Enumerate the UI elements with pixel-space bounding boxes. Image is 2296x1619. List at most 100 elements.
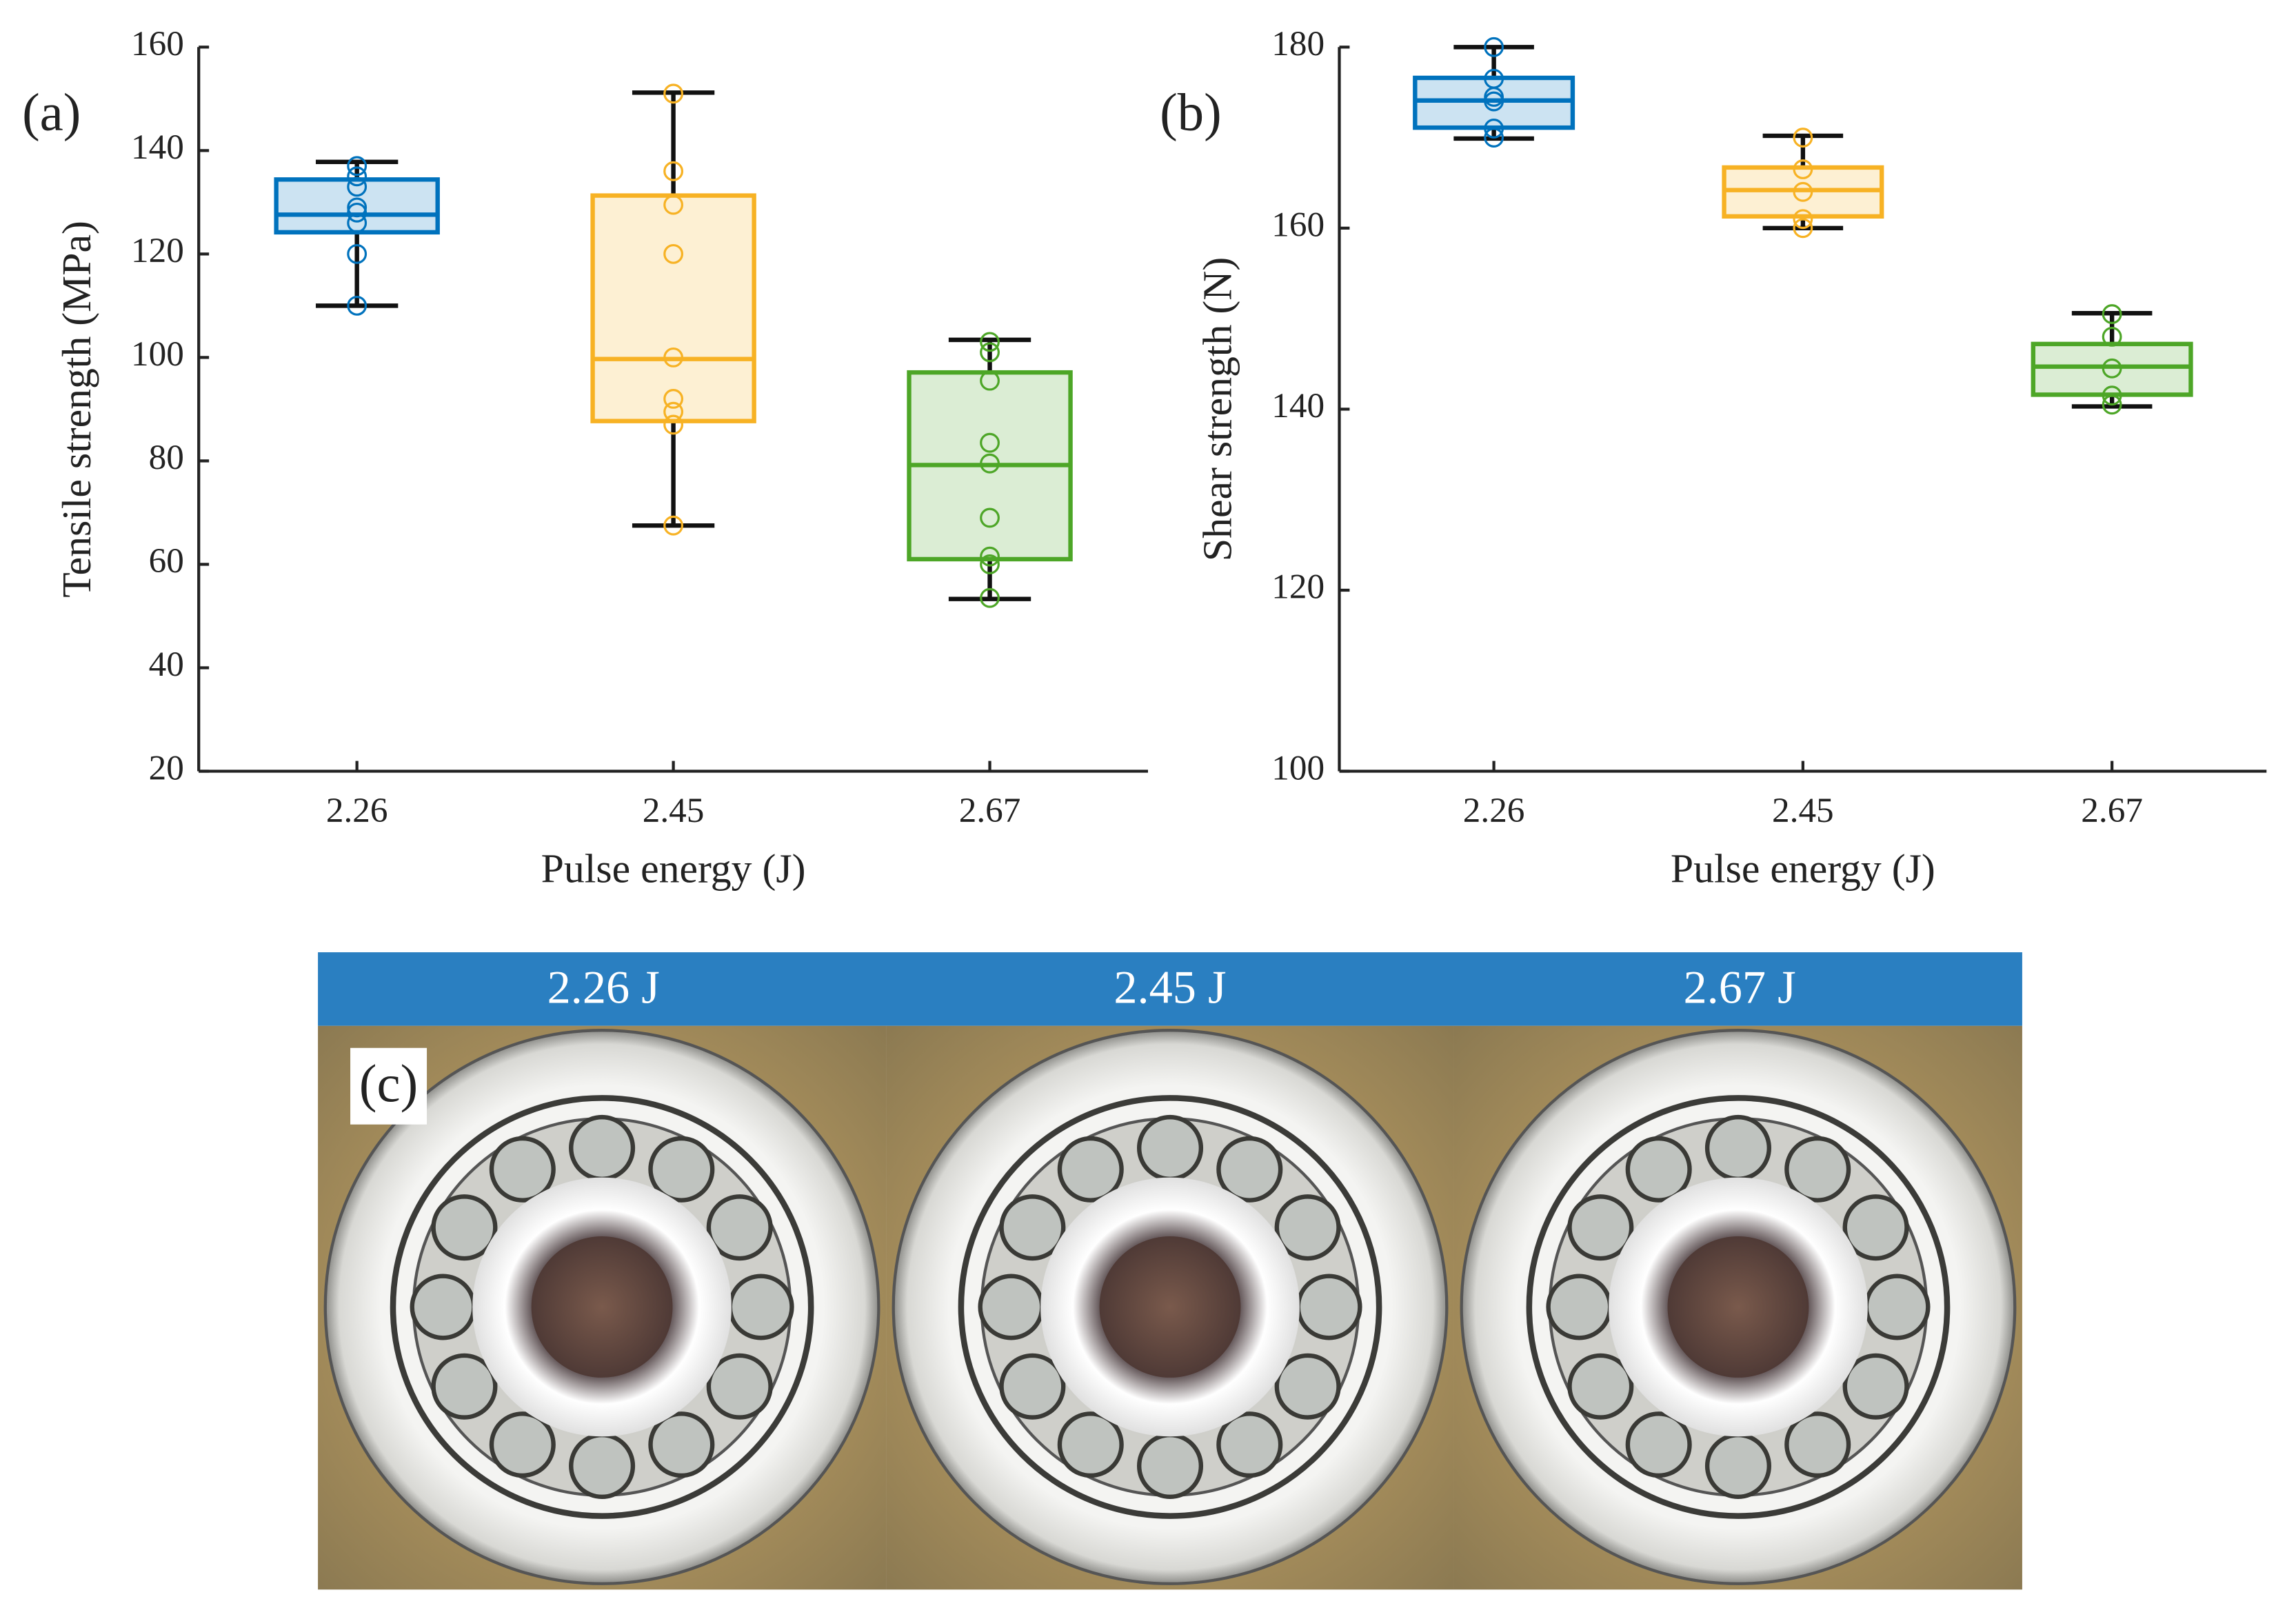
y-tick-label: 80 [149, 438, 184, 477]
weld-spot [1057, 1411, 1124, 1478]
panel-label-box [350, 1047, 427, 1125]
weld-spot [431, 1194, 498, 1261]
data-point [1484, 119, 1504, 139]
x-tick-label: 2.26 [326, 791, 388, 830]
data-point [980, 554, 1000, 574]
y-axis-label: Shear strength (N) [1194, 257, 1240, 561]
x-axis-label: Pulse energy (J) [1671, 846, 1935, 892]
data-point [1793, 218, 1813, 239]
data-point [663, 388, 684, 409]
data-point [1793, 209, 1813, 230]
weld-spot [999, 1194, 1066, 1261]
data-point [1793, 159, 1813, 179]
weld-spot [1784, 1411, 1851, 1478]
photo-header: 2.26 J [547, 961, 660, 1013]
data-point [663, 243, 684, 264]
data-point [347, 202, 367, 223]
weld-spot [1057, 1136, 1124, 1203]
data-point [1484, 68, 1504, 89]
x-tick-label: 2.67 [2081, 791, 2143, 830]
data-point [347, 295, 367, 316]
weld-spot [706, 1353, 773, 1420]
data-point [980, 432, 1000, 453]
data-point [663, 83, 684, 104]
data-point [980, 507, 1000, 528]
weld-spot [727, 1274, 794, 1340]
weld-spot [1216, 1136, 1283, 1203]
photo-panel [318, 1025, 2022, 1590]
data-point [2102, 326, 2122, 347]
data-point [980, 332, 1000, 352]
weld-spot [1546, 1274, 1613, 1340]
y-tick-label: 120 [1271, 567, 1325, 607]
data-point [980, 453, 1000, 474]
data-point [347, 156, 367, 177]
panel-label: (b) [1160, 83, 1222, 141]
panel-label: (c) [359, 1054, 418, 1113]
data-point [663, 414, 684, 435]
weld-spot [569, 1432, 636, 1500]
center-core [1667, 1236, 1809, 1378]
weld-spot [1704, 1114, 1771, 1181]
weld-spot [489, 1411, 556, 1478]
y-tick-label: 120 [131, 231, 184, 270]
weld-spot [1136, 1432, 1204, 1500]
weld-spot [410, 1274, 476, 1340]
weld-spot [648, 1136, 715, 1203]
data-point [1793, 128, 1813, 148]
x-tick-label: 2.26 [1463, 791, 1525, 830]
photo-header: 2.67 J [1683, 961, 1795, 1013]
weld-spot [1842, 1353, 1909, 1420]
weld-spot [1864, 1274, 1931, 1340]
data-point [2102, 394, 2122, 415]
data-point [980, 587, 1000, 608]
data-point [980, 370, 1000, 391]
weld-spot [648, 1411, 715, 1478]
data-point [1793, 181, 1813, 202]
data-point [347, 212, 367, 233]
ring [958, 1095, 1382, 1519]
data-point [1484, 37, 1504, 57]
y-tick-label: 140 [1271, 386, 1325, 425]
x-tick-label: 2.45 [1772, 791, 1834, 830]
weld-spot [1784, 1136, 1851, 1203]
y-tick-label: 100 [131, 334, 184, 374]
box [274, 177, 440, 235]
weld-spot [1274, 1194, 1341, 1261]
weld-spot [706, 1194, 773, 1261]
weld-spot [978, 1274, 1045, 1340]
weld-spot [1567, 1353, 1634, 1420]
y-tick-label: 40 [149, 645, 184, 684]
data-point [347, 243, 367, 264]
data-point [347, 177, 367, 197]
panel-label: (a) [22, 83, 81, 141]
y-tick-label: 60 [149, 541, 184, 581]
weld-spot [1625, 1411, 1692, 1478]
weld-spot [1842, 1194, 1909, 1261]
data-point [980, 342, 1000, 363]
weld-spot [1567, 1194, 1634, 1261]
data-point [663, 161, 684, 181]
y-tick-label: 160 [131, 24, 184, 63]
data-point [347, 166, 367, 187]
center-core [531, 1236, 673, 1378]
y-axis-label: Tensile strength (MPa) [54, 221, 99, 598]
data-point [980, 546, 1000, 567]
y-tick-label: 160 [1271, 205, 1325, 245]
data-point [2102, 385, 2122, 406]
weld-spot [1625, 1136, 1692, 1203]
data-point [2102, 304, 2122, 324]
y-tick-label: 180 [1271, 24, 1325, 63]
data-point [1484, 128, 1504, 148]
box [590, 193, 756, 423]
ring [1526, 1095, 1951, 1519]
weld-spot [569, 1114, 636, 1181]
weld-spot [999, 1353, 1066, 1420]
x-tick-label: 2.45 [643, 791, 705, 830]
weld-spot [431, 1353, 498, 1420]
photo-header: 2.45 J [1114, 961, 1226, 1013]
data-point [347, 197, 367, 218]
header-bar [318, 952, 2022, 1026]
data-point [663, 347, 684, 368]
